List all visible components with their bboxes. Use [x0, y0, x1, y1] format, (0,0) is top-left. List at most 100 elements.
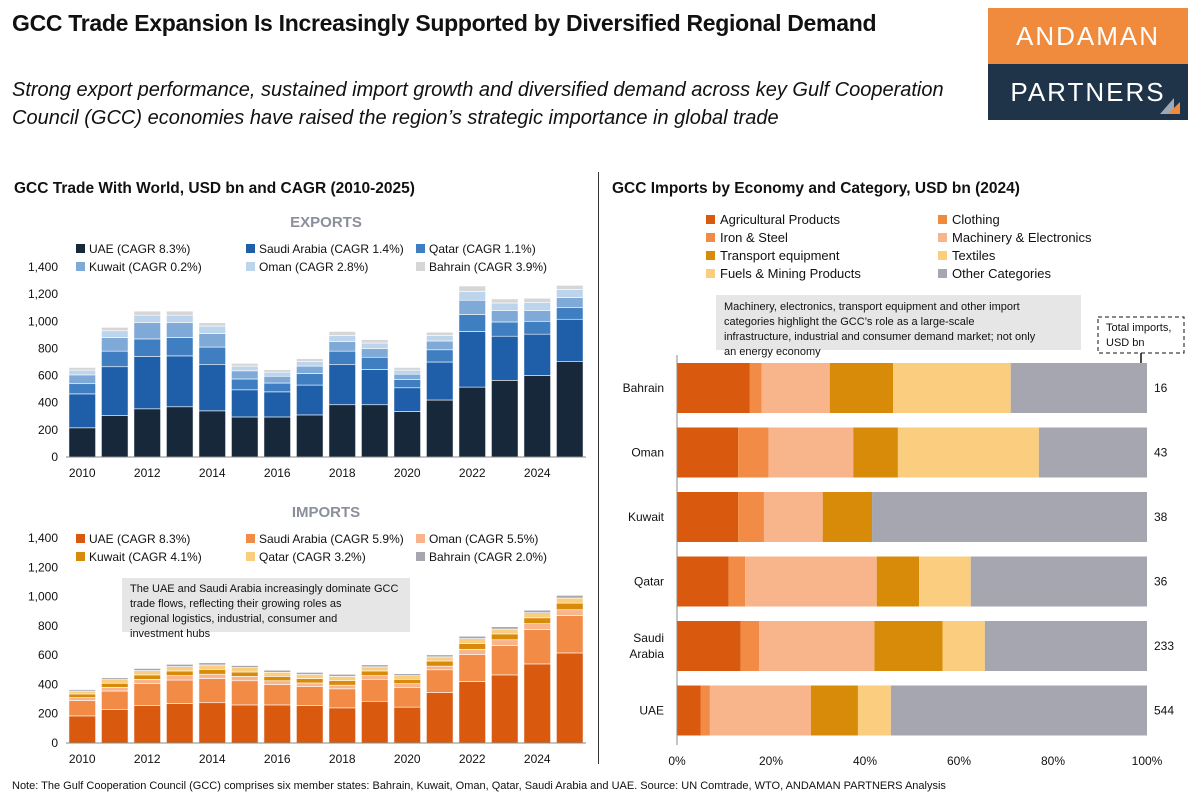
imports-bar-segment [556, 609, 584, 616]
imports-bar-segment [198, 678, 226, 704]
category-legend-label: Fuels & Mining Products [720, 266, 861, 281]
exports-bar-segment [361, 356, 389, 370]
exports-bar-segment [263, 369, 291, 373]
imports-x-tick-label: 2020 [394, 752, 421, 766]
imports-legend-swatch [246, 534, 255, 543]
imports-bar-segment [198, 662, 226, 666]
imports-bar-segment [426, 669, 454, 693]
imports-bar-segment [491, 633, 519, 641]
category-legend-label: Textiles [952, 248, 996, 263]
imports-bar-segment [491, 626, 519, 630]
category-bar-segment [810, 685, 858, 736]
imports-bar-segment [68, 700, 96, 717]
imports-bar-segment [133, 683, 161, 706]
category-bar-segment [709, 685, 811, 736]
exports-bar-segment [198, 364, 226, 412]
imports-bar-segment [556, 597, 584, 604]
exports-bar-segment [426, 399, 454, 458]
category-legend-swatch [938, 215, 947, 224]
imports-bar-segment [231, 676, 259, 682]
exports-y-tick-label: 200 [38, 423, 58, 437]
exports-bar-segment [166, 314, 194, 323]
imports-bar-segment [101, 690, 129, 710]
exports-bar-segment [68, 374, 96, 385]
category-legend-label: Iron & Steel [720, 230, 788, 245]
imports-y-tick-label: 600 [38, 648, 58, 662]
exports-x-tick-label: 2018 [329, 466, 356, 480]
exports-bar-segment [426, 331, 454, 336]
exports-bar-segment [556, 297, 584, 309]
exports-bar-segment [198, 322, 226, 327]
imports-annotation-box [122, 578, 410, 632]
imports-bar-segment [523, 663, 551, 744]
imports-bar-segment [556, 602, 584, 611]
exports-bar-segment [101, 330, 129, 338]
exports-y-tick-label: 1,000 [28, 314, 58, 328]
exports-bar-segment [166, 355, 194, 408]
exports-bar-segment [458, 285, 486, 292]
category-bar-segment [1038, 427, 1147, 478]
imports-bar-segment [393, 687, 421, 708]
category-bar-segment [677, 363, 750, 413]
imports-bar-segment [68, 693, 96, 698]
category-bar-segment [738, 427, 769, 478]
category-bar-segment [745, 556, 877, 607]
exports-bar-segment [523, 301, 551, 311]
imports-legend-swatch [416, 552, 425, 561]
exports-legend-label: Saudi Arabia (CAGR 1.4%) [259, 242, 404, 256]
exports-bar-segment [263, 382, 291, 393]
imports-legend-swatch [246, 552, 255, 561]
exports-bar-segment [328, 335, 356, 342]
imports-legend-label: Qatar (CAGR 3.2%) [259, 550, 366, 564]
category-y-label: Bahrain [623, 381, 664, 395]
category-bar-segment [677, 685, 701, 736]
exports-bar-segment [556, 318, 584, 362]
exports-bar-segment [556, 289, 584, 298]
imports-bar-segment [328, 674, 356, 677]
category-y-label: Arabia [629, 647, 664, 661]
imports-bar-segment [426, 692, 454, 744]
category-bar-segment [763, 492, 823, 542]
imports-bar-segment [458, 681, 486, 744]
exports-bar-segment [393, 373, 421, 380]
imports-bar-segment [328, 707, 356, 744]
category-y-label: Saudi [633, 631, 664, 645]
exports-bar-segment [393, 411, 421, 458]
imports-y-tick-label: 1,400 [28, 531, 58, 545]
category-bar-segment [759, 621, 875, 671]
category-y-label: Oman [631, 446, 664, 460]
exports-bar-segment [68, 367, 96, 371]
category-x-tick-label: 0% [668, 754, 686, 768]
imports-legend-label: Saudi Arabia (CAGR 5.9%) [259, 532, 404, 546]
exports-x-tick-label: 2016 [264, 466, 291, 480]
category-bar-segment [768, 427, 854, 478]
exports-bar-segment [231, 363, 259, 367]
exports-bar-segment [231, 365, 259, 372]
imports-bar-segment [491, 674, 519, 744]
category-bar-segment [897, 427, 1039, 478]
category-bar-segment [872, 492, 1147, 542]
imports-bar-segment [458, 648, 486, 655]
andaman-logo: ANDAMAN PARTNERS [988, 8, 1188, 120]
exports-bar-segment [166, 337, 194, 357]
imports-bar-segment [231, 680, 259, 706]
category-bar-segment [829, 363, 894, 413]
category-bar-segment [942, 621, 985, 671]
exports-bar-segment [198, 410, 226, 458]
exports-bar-segment [296, 365, 324, 374]
category-bar-segment [677, 492, 739, 542]
exports-legend-swatch [246, 244, 255, 253]
exports-bar-segment [231, 416, 259, 458]
exports-x-tick-label: 2022 [459, 466, 486, 480]
imports-bar-segment [296, 672, 324, 675]
category-bar-segment [822, 492, 873, 542]
category-legend-label: Clothing [952, 212, 1000, 227]
category-legend-swatch [938, 251, 947, 260]
imports-bar-segment [523, 629, 551, 665]
exports-bar-segment [101, 350, 129, 368]
imports-bar-segment [231, 665, 259, 668]
exports-bar-segment [393, 379, 421, 389]
imports-bar-segment [101, 677, 129, 680]
category-total-label: 38 [1154, 510, 1168, 524]
category-legend-swatch [706, 215, 715, 224]
